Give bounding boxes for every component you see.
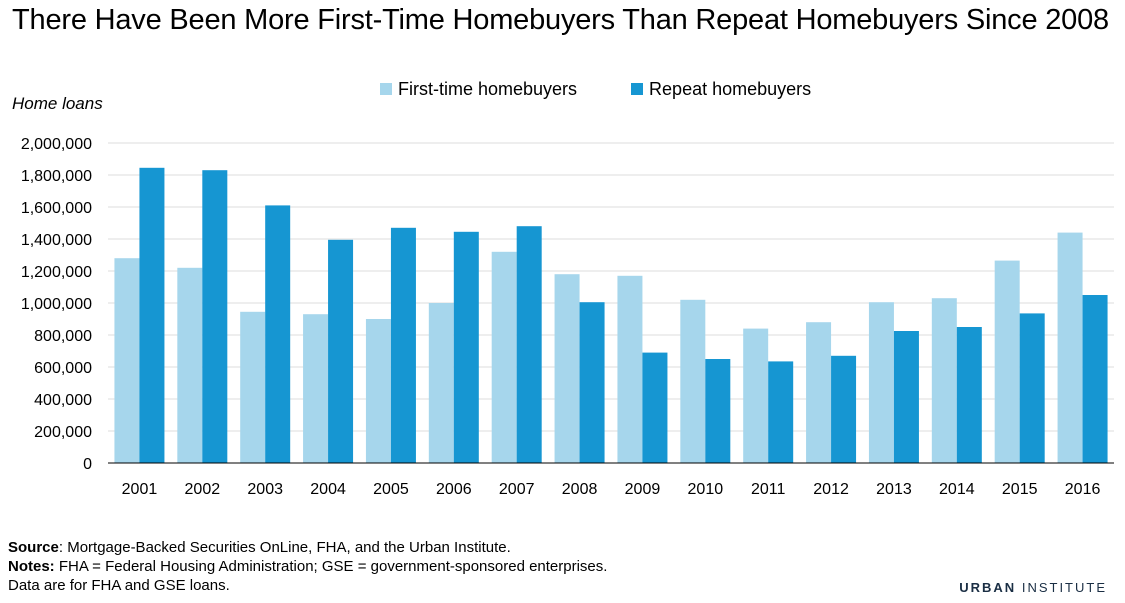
bar-repeat bbox=[705, 359, 731, 463]
source-label: Source bbox=[8, 539, 59, 556]
urban-institute-logo: URBAN INSTITUTE bbox=[959, 580, 1107, 595]
x-tick-label: 2013 bbox=[876, 481, 912, 498]
bar-repeat bbox=[1082, 295, 1108, 463]
x-tick-label: 2009 bbox=[625, 481, 661, 498]
bar-first-time bbox=[617, 275, 643, 463]
x-tick-label: 2014 bbox=[939, 481, 975, 498]
x-tick-label: 2006 bbox=[436, 481, 472, 498]
bar-repeat bbox=[265, 205, 291, 463]
x-tick-label: 2005 bbox=[373, 481, 409, 498]
notes-line: Notes: FHA = Federal Housing Administrat… bbox=[8, 557, 607, 576]
bar-repeat bbox=[390, 227, 416, 463]
bar-repeat bbox=[453, 231, 479, 463]
bar-first-time bbox=[554, 274, 580, 463]
bar-repeat bbox=[956, 327, 982, 463]
legend-item-repeat: Repeat homebuyers bbox=[631, 79, 811, 100]
legend-swatch-first-time bbox=[380, 83, 392, 95]
x-tick-label: 2004 bbox=[310, 481, 346, 498]
x-tick-label: 2010 bbox=[688, 481, 724, 498]
bar-first-time bbox=[303, 314, 329, 463]
bar-first-time bbox=[114, 258, 140, 463]
bar-first-time bbox=[994, 260, 1020, 463]
legend: First-time homebuyers Repeat homebuyers bbox=[380, 78, 865, 100]
y-tick-label: 1,400,000 bbox=[21, 232, 92, 249]
x-tick-label: 2003 bbox=[247, 481, 283, 498]
x-tick-label: 2002 bbox=[185, 481, 221, 498]
y-axis-label: Home loans bbox=[12, 94, 103, 113]
bar-first-time bbox=[806, 322, 832, 463]
notes-text: FHA = Federal Housing Administration; GS… bbox=[54, 558, 608, 575]
bar-first-time bbox=[680, 299, 706, 463]
y-tick-label: 0 bbox=[83, 456, 92, 473]
bar-first-time bbox=[1057, 232, 1083, 463]
bar-first-time bbox=[931, 298, 957, 463]
y-tick-label: 1,200,000 bbox=[21, 264, 92, 281]
legend-label-repeat: Repeat homebuyers bbox=[649, 78, 812, 99]
y-tick-label: 1,600,000 bbox=[21, 200, 92, 217]
bar-first-time bbox=[240, 311, 266, 463]
bar-first-time bbox=[868, 302, 894, 463]
bar-first-time bbox=[177, 267, 203, 463]
x-tick-label: 2012 bbox=[813, 481, 849, 498]
x-tick-label: 2015 bbox=[1002, 481, 1038, 498]
legend-item-first-time: First-time homebuyers bbox=[380, 79, 577, 100]
footer-notes: Source: Mortgage-Backed Securities OnLin… bbox=[8, 538, 607, 595]
legend-label-first-time: First-time homebuyers bbox=[398, 78, 578, 99]
bar-repeat bbox=[1019, 313, 1045, 463]
x-tick-label: 2011 bbox=[751, 481, 786, 498]
bar-repeat bbox=[579, 302, 605, 463]
y-tick-label: 800,000 bbox=[34, 328, 92, 345]
bar-chart: 0 200,000 400,000 600,000 800,000 1,000,000 1,… bbox=[21, 136, 1114, 498]
y-tick-label: 200,000 bbox=[34, 424, 92, 441]
logo-text-institute: INSTITUTE bbox=[1021, 580, 1107, 595]
data-note: Data are for FHA and GSE loans. bbox=[8, 577, 230, 594]
legend-swatch-repeat bbox=[631, 83, 644, 95]
bar-first-time bbox=[428, 303, 454, 463]
x-tick-label: 2008 bbox=[562, 481, 598, 498]
source-line: Source: Mortgage-Backed Securities OnLin… bbox=[8, 538, 607, 557]
bar-repeat bbox=[328, 239, 354, 463]
bar-repeat bbox=[202, 170, 228, 463]
y-tick-label: 400,000 bbox=[34, 392, 92, 409]
x-tick-label: 2016 bbox=[1065, 481, 1101, 498]
bar-repeat bbox=[139, 167, 165, 464]
y-tick-label: 1,000,000 bbox=[21, 296, 92, 313]
x-tick-label: 2001 bbox=[122, 481, 158, 498]
notes-label: Notes: bbox=[8, 558, 55, 575]
bar-first-time bbox=[743, 328, 769, 463]
bar-repeat bbox=[831, 355, 857, 463]
bar-repeat bbox=[642, 352, 668, 463]
logo-text-urban: URBAN bbox=[959, 580, 1017, 595]
y-tick-label: 2,000,000 bbox=[21, 136, 92, 153]
source-text: : Mortgage-Backed Securities OnLine, FHA… bbox=[58, 539, 511, 556]
bar-repeat bbox=[516, 226, 542, 463]
bar-first-time bbox=[365, 319, 391, 463]
x-tick-label: 2007 bbox=[499, 481, 535, 498]
bar-repeat bbox=[768, 361, 794, 463]
y-tick-label: 600,000 bbox=[34, 360, 92, 377]
bar-first-time bbox=[491, 251, 517, 463]
y-tick-label: 1,800,000 bbox=[21, 168, 92, 185]
chart-title: There Have Been More First-Time Homebuye… bbox=[12, 4, 1109, 36]
bar-repeat bbox=[893, 331, 919, 463]
